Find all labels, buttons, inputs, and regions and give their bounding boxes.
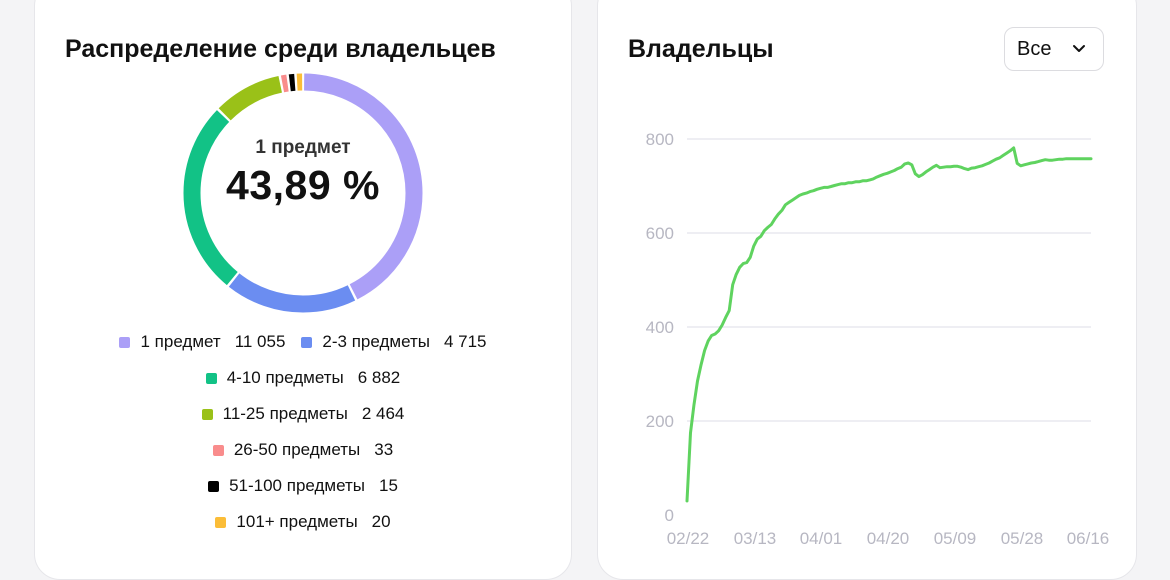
- legend-row: 26-50 предметы 33: [35, 440, 571, 460]
- donut-slice[interactable]: [183, 73, 423, 313]
- legend-row: 51-100 предметы 15: [35, 476, 571, 496]
- donut-center-percent: 43,89 %: [226, 162, 380, 208]
- y-tick-label: 200: [646, 412, 674, 431]
- legend-swatch: [208, 480, 220, 492]
- legend-item[interactable]: 26-50 предметы 33: [212, 440, 394, 460]
- legend-row: 11-25 предметы 2 464: [35, 404, 571, 424]
- y-tick-label: 0: [665, 506, 674, 525]
- legend-count: 15: [378, 476, 398, 495]
- legend-item[interactable]: 4-10 предметы 6 882: [205, 368, 401, 388]
- x-tick-label: 03/13: [734, 529, 777, 548]
- distribution-title: Распределение среди владельцев: [65, 35, 496, 63]
- owners-series-line[interactable]: [685, 146, 1093, 503]
- legend-count: 6 882: [357, 368, 401, 387]
- period-dropdown-value: Все: [1017, 37, 1052, 60]
- x-tick-label: 05/28: [1001, 529, 1044, 548]
- legend-label: 2-3 предметы: [322, 332, 430, 351]
- x-tick-label: 04/20: [867, 529, 910, 548]
- owner-distribution-card: Распределение среди владельцев 1 предмет…: [34, 0, 572, 580]
- legend-label: 101+ предметы: [236, 512, 358, 531]
- owners-card: Владельцы Все 0 200 400 600 800 02/22 03/13 04/…: [597, 0, 1137, 580]
- legend-label: 11-25 предметы: [222, 404, 348, 423]
- legend-item[interactable]: 11-25 предметы 2 464: [201, 404, 405, 424]
- donut-slice[interactable]: [183, 73, 423, 313]
- x-tick-label: 06/16: [1067, 529, 1110, 548]
- owners-line-chart: 0 200 400 600 800 02/22 03/13 04/01 04/20 05/09 05…: [646, 130, 1110, 548]
- legend-swatch: [301, 336, 313, 348]
- period-dropdown[interactable]: Все: [1004, 27, 1104, 71]
- legend-label: 26-50 предметы: [233, 440, 361, 459]
- legend-item[interactable]: 2-3 предметы 4 715: [301, 332, 487, 352]
- legend-item[interactable]: 1 предмет 11 055: [119, 332, 285, 352]
- donut-chart: [183, 73, 423, 313]
- legend-item[interactable]: 51-100 предметы 15: [208, 476, 398, 496]
- legend-label: 51-100 предметы: [229, 476, 365, 495]
- legend-count: 20: [371, 512, 391, 531]
- x-tick-label: 02/22: [667, 529, 710, 548]
- legend-count: 11 055: [234, 332, 286, 351]
- legend-label: 1 предмет: [140, 332, 221, 351]
- legend-count: 33: [374, 440, 394, 459]
- legend-swatch: [119, 336, 131, 348]
- legend-item[interactable]: 101+ предметы 20: [215, 512, 391, 532]
- y-tick-label: 800: [646, 130, 674, 149]
- legend-swatch: [205, 372, 217, 384]
- chevron-down-icon: [1073, 45, 1085, 52]
- legend-swatch: [212, 444, 224, 456]
- x-tick-label: 04/01: [800, 529, 843, 548]
- legend-count: 2 464: [361, 404, 405, 423]
- donut-slice[interactable]: [183, 73, 423, 313]
- x-tick-label: 05/09: [934, 529, 977, 548]
- legend-count: 4 715: [443, 332, 487, 351]
- owners-title: Владельцы: [628, 35, 774, 63]
- legend-label: 4-10 предметы: [226, 368, 344, 387]
- legend-swatch: [215, 516, 227, 528]
- y-tick-label: 600: [646, 224, 674, 243]
- legend-row: 101+ предметы 20: [35, 512, 571, 532]
- donut-center-category: 1 предмет: [255, 137, 351, 158]
- legend-row: 1 предмет 11 055 2-3 предметы 4 715: [35, 332, 571, 352]
- y-tick-label: 400: [646, 318, 674, 337]
- legend-swatch: [201, 408, 213, 420]
- legend-row: 4-10 предметы 6 882: [35, 368, 571, 388]
